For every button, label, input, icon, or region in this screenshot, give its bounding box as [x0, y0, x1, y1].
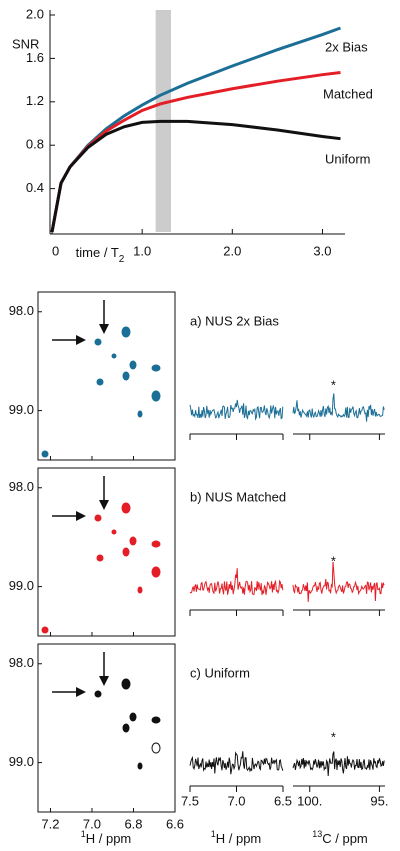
y-tick-label: 99.0: [9, 754, 34, 769]
x-tick-label: 95.: [370, 793, 388, 808]
arrow-head: [99, 676, 109, 686]
series-line: [50, 71, 341, 233]
x-axis-label-part: 13: [312, 829, 322, 839]
asterisk: *: [331, 553, 336, 568]
contour-peak: [151, 566, 161, 578]
series-line: [50, 26, 342, 233]
arrow-head: [99, 500, 109, 510]
contour-peak: [137, 762, 143, 770]
spectrum-2d-frame: [37, 643, 176, 813]
x-tick-label: 3.0: [313, 243, 331, 258]
x-tick-label: 6.6: [166, 816, 184, 831]
x-axis-label: 1H / ppm: [211, 829, 262, 846]
contour-peak: [122, 547, 130, 557]
spectrum-trace: [189, 399, 284, 421]
x-axis-label-part: H / ppm: [216, 831, 262, 846]
arrow-head: [99, 324, 109, 334]
arrow-head: [76, 511, 86, 521]
contour-peak: [121, 326, 131, 338]
x-tick-label: 1.0: [133, 243, 151, 258]
spectrum-trace: [292, 393, 385, 422]
contour-peak: [94, 514, 102, 522]
contour-peak: [129, 536, 137, 546]
y-tick-label: 98.0: [9, 479, 34, 494]
y-tick-label: 1.6: [26, 50, 44, 65]
contour-peak: [151, 364, 161, 372]
panel-label: b) NUS Matched: [190, 489, 286, 504]
contour-peak: [151, 716, 161, 724]
contour-peak: [94, 690, 102, 698]
contour-peak: [41, 626, 49, 634]
x-tick-label: 2.0: [223, 243, 241, 258]
panel-label: c) Uniform: [190, 665, 250, 680]
contour-peak: [122, 371, 130, 381]
contour-peak: [122, 723, 130, 733]
spectrum-trace: [292, 751, 385, 777]
panel-label: a) NUS 2x Bias: [190, 313, 279, 328]
y-tick-label: 2.0: [26, 6, 44, 21]
y-tick-label: 99.0: [9, 578, 34, 593]
series-line: [50, 119, 341, 233]
x-axis-label: 13C / ppm: [312, 829, 368, 846]
x-axis-label-part: time / T: [76, 245, 119, 260]
x-tick-label: 7.0: [83, 816, 101, 831]
arrow-head: [76, 335, 86, 345]
contour-peak: [129, 712, 137, 722]
x-tick-label: 7.0: [227, 793, 245, 808]
contour-peak: [151, 390, 161, 402]
y-tick-label: 98.0: [9, 655, 34, 670]
x-axis-label: 1H / ppm: [81, 829, 132, 846]
spectrum-2d-frame: [37, 467, 176, 637]
x-axis-label: time / T2: [76, 245, 125, 265]
series-label: Matched: [323, 86, 373, 101]
contour-peak: [41, 450, 49, 458]
x-axis-label-part: H / ppm: [86, 831, 132, 846]
asterisk: *: [331, 729, 336, 744]
contour-peak: [137, 586, 143, 594]
spectrum-trace: [189, 751, 284, 775]
contour-peak: [129, 360, 137, 370]
x-tick-label: 7.2: [41, 816, 59, 831]
arrow-head: [76, 687, 86, 697]
x-tick-label: 6.5: [274, 793, 292, 808]
asterisk: *: [331, 377, 336, 392]
contour-peak: [121, 502, 131, 514]
x-tick-label: 100.: [297, 793, 322, 808]
x-axis-label-part: 1: [211, 829, 216, 839]
contour-peak: [121, 678, 131, 690]
y-tick-label: 1.2: [26, 93, 44, 108]
spectrum-trace: [189, 568, 284, 596]
contour-peak: [111, 353, 117, 359]
contour-peak: [96, 554, 104, 562]
y-tick-label: 98.0: [9, 303, 34, 318]
contour-peak: [111, 529, 117, 535]
spectrum-trace: [292, 561, 385, 602]
y-axis-label: SNR: [12, 36, 39, 51]
y-tick-label: 0.4: [26, 180, 44, 195]
spectrum-2d-frame: [37, 291, 176, 461]
contour-peak: [151, 540, 161, 548]
series-label: 2x Bias: [325, 39, 368, 54]
x-tick-label: 0: [52, 243, 59, 258]
x-axis-label-part: 1: [81, 829, 86, 839]
y-tick-label: 99.0: [9, 402, 34, 417]
y-tick-label: 0.8: [26, 137, 44, 152]
x-axis-label-part: C / ppm: [322, 831, 368, 846]
x-axis-label-part: 2: [119, 254, 125, 265]
x-tick-label: 6.8: [124, 816, 142, 831]
contour-peak: [137, 410, 143, 418]
x-tick-label: 7.5: [181, 793, 199, 808]
contour-peak: [94, 338, 102, 346]
contour-peak: [151, 742, 161, 754]
series-label: Uniform: [325, 151, 371, 166]
contour-peak: [96, 378, 104, 386]
